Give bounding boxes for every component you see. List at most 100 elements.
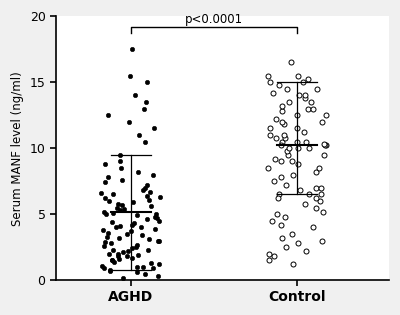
Point (318, 238, 325, 243)
Point (296, 93, 303, 98)
Point (271, 156, 278, 161)
Point (279, 235, 286, 240)
Point (284, 152, 291, 157)
Point (320, 209, 326, 214)
Point (144, 183, 150, 188)
Point (156, 238, 162, 243)
Point (140, 265, 146, 270)
Point (119, 177, 126, 182)
Point (116, 235, 122, 240)
Point (310, 106, 316, 111)
Point (130, 221, 137, 226)
Point (145, 247, 151, 252)
Point (141, 185, 148, 190)
Point (150, 172, 156, 177)
Point (139, 233, 145, 238)
Point (295, 241, 301, 246)
Point (286, 100, 293, 105)
Point (318, 192, 324, 197)
Point (146, 237, 152, 242)
Point (110, 247, 116, 252)
Point (278, 222, 284, 227)
Point (109, 220, 115, 225)
Point (134, 253, 141, 258)
Point (152, 226, 158, 231)
Point (124, 232, 130, 237)
Point (304, 106, 311, 111)
Point (100, 209, 107, 214)
Point (306, 192, 312, 197)
Point (302, 249, 309, 254)
Point (318, 119, 325, 124)
Point (115, 254, 122, 259)
Point (294, 126, 301, 131)
Point (100, 243, 107, 248)
Point (270, 90, 276, 95)
Point (154, 238, 161, 243)
Point (98, 191, 104, 196)
Point (126, 119, 132, 124)
Point (156, 262, 162, 267)
Point (128, 246, 135, 251)
Point (117, 208, 124, 213)
Point (147, 204, 154, 209)
Point (294, 139, 300, 144)
Point (120, 250, 126, 255)
Point (301, 130, 307, 135)
Point (102, 180, 108, 185)
Point (114, 205, 120, 210)
Point (134, 265, 140, 270)
Point (314, 86, 321, 91)
Point (115, 251, 122, 256)
Point (134, 270, 140, 275)
Point (316, 165, 322, 170)
Point (266, 251, 272, 256)
Point (286, 146, 292, 151)
Point (273, 117, 279, 122)
Point (290, 262, 296, 267)
Point (101, 266, 108, 271)
Point (281, 132, 288, 137)
Point (303, 139, 309, 144)
Point (321, 152, 327, 157)
Point (296, 188, 303, 193)
Point (116, 159, 123, 164)
Point (134, 242, 140, 247)
Point (106, 198, 112, 203)
Point (108, 241, 114, 246)
Point (129, 255, 136, 260)
Point (284, 148, 290, 153)
Point (322, 143, 328, 148)
Point (287, 60, 294, 65)
Point (114, 201, 121, 206)
Point (302, 95, 308, 100)
Point (156, 218, 162, 223)
Point (272, 135, 279, 140)
Point (269, 218, 275, 223)
Point (271, 179, 277, 184)
Point (133, 245, 140, 250)
Point (267, 126, 274, 131)
Point (134, 213, 140, 218)
Point (278, 103, 285, 108)
Point (289, 159, 296, 164)
Point (151, 214, 158, 219)
Point (148, 261, 154, 266)
Point (265, 73, 272, 78)
Point (102, 196, 108, 201)
Point (144, 217, 150, 222)
Point (283, 183, 290, 188)
Point (119, 203, 126, 208)
Point (295, 73, 301, 78)
Point (278, 143, 284, 148)
Point (154, 215, 160, 220)
Point (155, 274, 161, 279)
Point (105, 230, 112, 235)
Point (129, 47, 136, 52)
Point (129, 222, 135, 227)
Point (140, 188, 146, 193)
Point (275, 196, 281, 201)
Point (151, 126, 157, 131)
Point (104, 234, 110, 239)
Point (99, 263, 105, 268)
